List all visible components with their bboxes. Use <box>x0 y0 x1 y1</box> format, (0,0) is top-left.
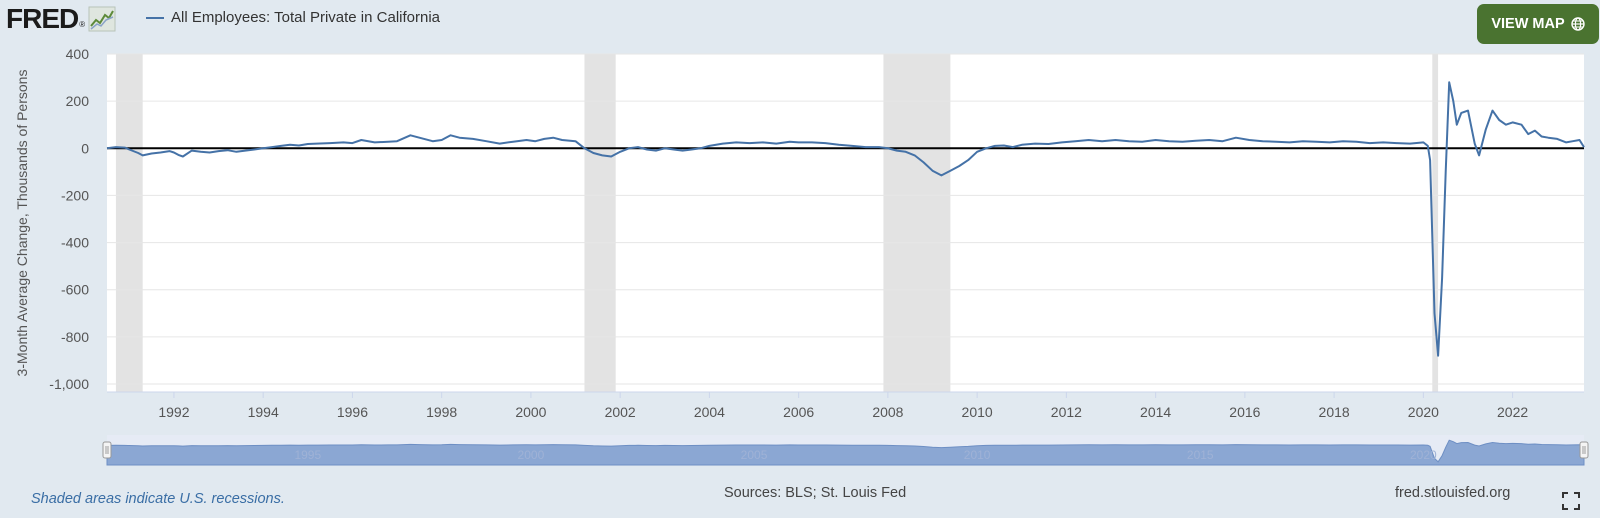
navigator-year-label: 2015 <box>1187 448 1214 462</box>
y-tick-label: 400 <box>66 46 90 62</box>
y-tick-label: 200 <box>66 93 90 109</box>
navigator-handle-left[interactable] <box>102 441 112 459</box>
fullscreen-icon[interactable] <box>1562 492 1580 510</box>
x-tick-label: 2014 <box>1140 404 1171 420</box>
navigator-year-label: 2000 <box>518 448 545 462</box>
view-map-button[interactable]: VIEW MAP <box>1477 4 1599 44</box>
view-map-label: VIEW MAP <box>1491 16 1565 32</box>
navigator-handle-right[interactable] <box>1579 441 1589 459</box>
x-axis-ticks: 1992 1994 1996 1998 2000 2002 2004 2006 2008 2010… <box>107 391 1584 420</box>
globe-icon <box>1570 17 1585 31</box>
x-tick-label: 2012 <box>1051 404 1082 420</box>
line-chart-icon <box>88 6 116 32</box>
y-tick-label: -600 <box>61 282 89 298</box>
x-tick-label: 2006 <box>783 404 814 420</box>
navigator-year-label: 1995 <box>294 448 321 462</box>
navigator-year-label: 2005 <box>741 448 768 462</box>
y-axis-ticks: 400 200 0 -200 -400 -600 -800 -1,000 <box>49 46 89 392</box>
x-tick-label: 1996 <box>337 404 368 420</box>
y-tick-label: -800 <box>61 329 89 345</box>
y-axis-label: 3-Month Average Change, Thousands of Per… <box>14 70 30 377</box>
recession-band <box>115 54 143 392</box>
sources-text: Sources: BLS; St. Louis Fed <box>724 485 907 501</box>
navigator-year-label: 2020 <box>1410 448 1437 462</box>
y-tick-label: -1,000 <box>49 376 89 392</box>
chart-header: FRED ® All Employees: Total Private in C… <box>0 0 1600 40</box>
legend-swatch <box>146 16 164 19</box>
navigator-year-labels: 1995 2000 2005 2010 2015 2020 <box>294 448 1437 462</box>
recession-note: Shaded areas indicate U.S. recessions. <box>31 491 285 507</box>
recession-band <box>883 54 951 392</box>
y-tick-label: 0 <box>81 140 89 156</box>
x-tick-label: 2008 <box>872 404 903 420</box>
legend-series-label: All Employees: Total Private in Californ… <box>171 9 441 26</box>
y-tick-label: -200 <box>61 187 89 203</box>
plot-area <box>107 54 1584 392</box>
recession-band <box>584 54 616 392</box>
x-tick-label: 2022 <box>1497 404 1528 420</box>
navigator-year-label: 2010 <box>964 448 991 462</box>
range-navigator[interactable]: 1995 2000 2005 2010 2015 2020 <box>102 435 1589 466</box>
logo-registered-mark: ® <box>79 20 86 29</box>
y-tick-label: -400 <box>61 235 89 251</box>
x-tick-label: 2004 <box>694 404 725 420</box>
logo-text: FRED <box>6 3 79 34</box>
x-tick-label: 2010 <box>962 404 993 420</box>
x-tick-label: 2002 <box>605 404 636 420</box>
x-tick-label: 2018 <box>1319 404 1350 420</box>
x-tick-label: 2016 <box>1229 404 1260 420</box>
x-tick-label: 1992 <box>158 404 189 420</box>
fred-logo[interactable]: FRED ® <box>6 3 116 34</box>
x-tick-label: 1994 <box>248 404 279 420</box>
recession-band <box>1432 54 1439 392</box>
navigator-series-area <box>106 439 1585 466</box>
fred-url[interactable]: fred.stlouisfed.org <box>1395 485 1511 501</box>
x-tick-label: 2000 <box>515 404 546 420</box>
x-tick-label: 1998 <box>426 404 457 420</box>
x-tick-label: 2020 <box>1408 404 1439 420</box>
chart-legend: All Employees: Total Private in Californ… <box>146 9 440 26</box>
series-line <box>106 81 1585 357</box>
recession-bands <box>115 54 1439 392</box>
